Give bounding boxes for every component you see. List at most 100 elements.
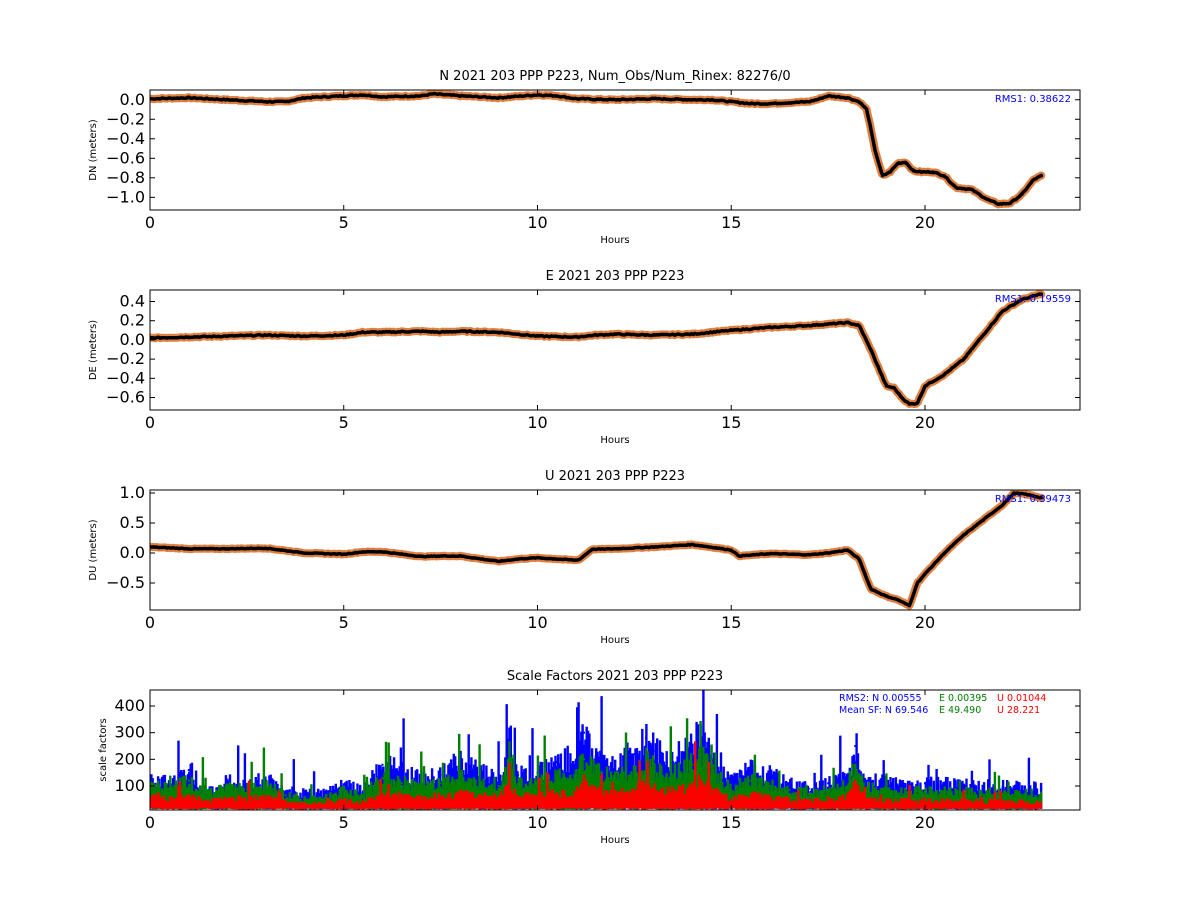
data-point bbox=[865, 107, 869, 112]
data-point bbox=[730, 789, 733, 791]
data-point bbox=[380, 95, 385, 99]
data-point bbox=[807, 801, 810, 803]
data-point bbox=[265, 785, 268, 787]
data-point bbox=[226, 782, 229, 785]
data-point bbox=[826, 94, 830, 98]
data-point bbox=[997, 202, 1001, 206]
data-point bbox=[187, 779, 190, 782]
data-point bbox=[919, 170, 923, 174]
data-point bbox=[769, 785, 771, 787]
data-point bbox=[264, 333, 268, 337]
y-tick-label: 0.2 bbox=[120, 311, 145, 330]
data-point bbox=[962, 533, 966, 537]
y-tick-label: −0.2 bbox=[106, 109, 145, 128]
data-point bbox=[633, 769, 636, 771]
data-point bbox=[168, 798, 171, 801]
data-point bbox=[323, 803, 326, 806]
data-point bbox=[555, 777, 558, 779]
data-point bbox=[419, 94, 423, 98]
data-point bbox=[691, 763, 694, 766]
data-point bbox=[749, 769, 752, 771]
data-point bbox=[431, 92, 435, 96]
data-point bbox=[768, 325, 772, 329]
data-point bbox=[517, 796, 520, 799]
data-point bbox=[613, 332, 617, 336]
data-point bbox=[652, 788, 655, 791]
y-axis-label: DN (meters) bbox=[88, 119, 99, 181]
data-point bbox=[892, 386, 896, 390]
data-point bbox=[869, 347, 873, 352]
uncertainty-band bbox=[150, 90, 1046, 209]
data-point bbox=[924, 782, 926, 785]
y-tick-label: 400 bbox=[114, 696, 145, 715]
data-point bbox=[555, 761, 558, 763]
data-point bbox=[710, 771, 713, 774]
data-point bbox=[846, 785, 849, 787]
data-point bbox=[439, 774, 442, 777]
series-line bbox=[150, 292, 1044, 406]
data-point bbox=[691, 786, 694, 789]
y-tick-label: −0.4 bbox=[106, 129, 145, 148]
plot-area bbox=[150, 490, 1046, 610]
x-tick-label: 5 bbox=[339, 413, 349, 432]
data-point bbox=[594, 771, 597, 774]
data-point bbox=[1040, 793, 1043, 795]
data-point bbox=[730, 798, 733, 801]
data-point bbox=[633, 753, 636, 755]
data-point bbox=[907, 604, 912, 608]
x-tick-label: 5 bbox=[339, 613, 349, 632]
x-tick-label: 20 bbox=[915, 613, 935, 632]
data-point bbox=[896, 161, 900, 165]
y-tick-label: −0.6 bbox=[106, 388, 145, 407]
data-point bbox=[207, 793, 210, 795]
data-point bbox=[459, 793, 461, 795]
data-point bbox=[381, 777, 384, 779]
data-point bbox=[439, 554, 443, 558]
data-point bbox=[672, 774, 675, 777]
data-point bbox=[284, 801, 287, 804]
data-point bbox=[323, 797, 326, 799]
plot-area bbox=[150, 690, 1043, 810]
data-point bbox=[362, 794, 365, 797]
data-point bbox=[672, 761, 675, 763]
data-point bbox=[865, 787, 868, 790]
data-point bbox=[594, 333, 598, 337]
data-point bbox=[1020, 192, 1024, 196]
data-point bbox=[583, 782, 585, 785]
data-point bbox=[954, 186, 958, 190]
chart-title: N 2021 203 PPP P223, Num_Obs/Num_Rinex: … bbox=[439, 69, 790, 84]
y-tick-label: 0.0 bbox=[120, 330, 145, 349]
y-tick-label: 300 bbox=[114, 723, 145, 742]
y-tick-label: −0.2 bbox=[106, 349, 145, 368]
data-point bbox=[187, 335, 191, 339]
data-point bbox=[915, 581, 919, 585]
data-point bbox=[459, 777, 461, 779]
x-tick-label: 15 bbox=[721, 213, 741, 232]
data-point bbox=[942, 372, 947, 377]
data-point bbox=[904, 160, 908, 164]
y-tick-label: 0.5 bbox=[120, 513, 145, 532]
rms2-n-annotation: RMS2: N 0.00555 bbox=[839, 693, 922, 704]
data-point bbox=[826, 551, 830, 555]
data-point bbox=[420, 797, 423, 799]
data-point bbox=[985, 197, 989, 201]
data-point bbox=[845, 548, 850, 552]
data-point bbox=[1039, 292, 1043, 296]
x-tick-label: 5 bbox=[339, 213, 349, 232]
data-point bbox=[555, 793, 558, 795]
data-point bbox=[497, 559, 501, 564]
data-point bbox=[1020, 298, 1024, 302]
data-point bbox=[907, 402, 912, 406]
data-point bbox=[516, 332, 520, 336]
data-point bbox=[419, 329, 423, 333]
data-point bbox=[645, 785, 647, 787]
data-point bbox=[854, 745, 857, 747]
x-tick-label: 0 bbox=[145, 613, 155, 632]
data-point bbox=[768, 552, 772, 556]
data-point bbox=[1040, 787, 1043, 790]
data-point bbox=[854, 763, 857, 766]
x-tick-label: 10 bbox=[527, 613, 547, 632]
y-tick-label: −1.0 bbox=[106, 187, 145, 206]
data-point bbox=[583, 758, 585, 761]
